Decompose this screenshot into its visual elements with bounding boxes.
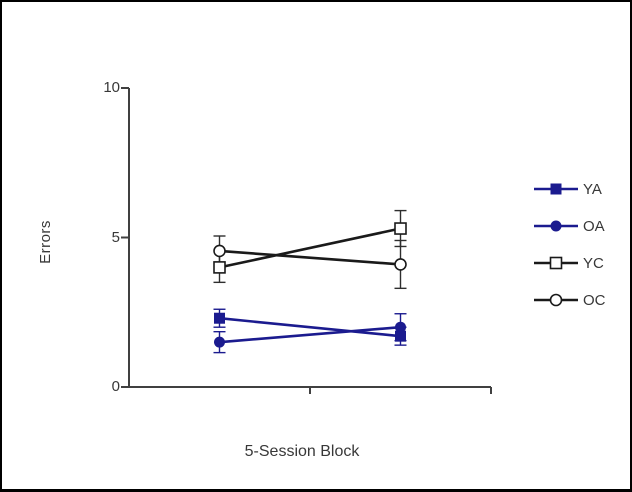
legend-item-oc: OC	[533, 291, 606, 309]
y-axis-title: Errors	[37, 220, 54, 264]
legend-item-oa: OA	[533, 217, 606, 235]
legend-marker-oa-icon	[534, 220, 578, 232]
legend-marker-oc-icon	[534, 293, 578, 307]
legend-label-yc: YC	[583, 254, 604, 272]
square-open-marker-icon	[394, 222, 407, 235]
legend-label-oa: OA	[583, 217, 605, 235]
y-tick-label: 5	[111, 228, 120, 246]
series-line-ya	[219, 316, 401, 338]
y-tick-label: 10	[103, 79, 120, 96]
circle-filled-marker-icon	[550, 220, 562, 232]
y-tick-label: 0	[111, 378, 120, 395]
square-open-marker-icon	[213, 261, 226, 274]
circle-open-marker-icon	[394, 258, 407, 271]
square-filled-marker-icon	[214, 312, 225, 324]
legend: YA OA YC OC	[533, 180, 606, 309]
series-line-yc	[219, 227, 401, 269]
legend-marker-ya-icon	[534, 183, 578, 195]
x-axis-title: 5-Session Block	[244, 443, 360, 460]
circle-open-marker-icon	[213, 244, 226, 258]
square-open-marker-icon	[549, 256, 563, 270]
square-filled-marker-icon	[550, 183, 562, 195]
circle-filled-marker-icon	[214, 336, 225, 348]
legend-item-yc: YC	[533, 254, 606, 272]
series-line-oc	[219, 249, 401, 266]
series-line-oa	[219, 325, 401, 344]
legend-item-ya: YA	[533, 180, 606, 198]
legend-marker-yc-icon	[534, 256, 578, 270]
circle-filled-marker-icon	[395, 321, 406, 333]
legend-label-ya: YA	[583, 180, 602, 198]
circle-open-marker-icon	[549, 293, 563, 307]
legend-label-oc: OC	[583, 291, 606, 309]
square-filled-marker-icon	[395, 330, 406, 342]
